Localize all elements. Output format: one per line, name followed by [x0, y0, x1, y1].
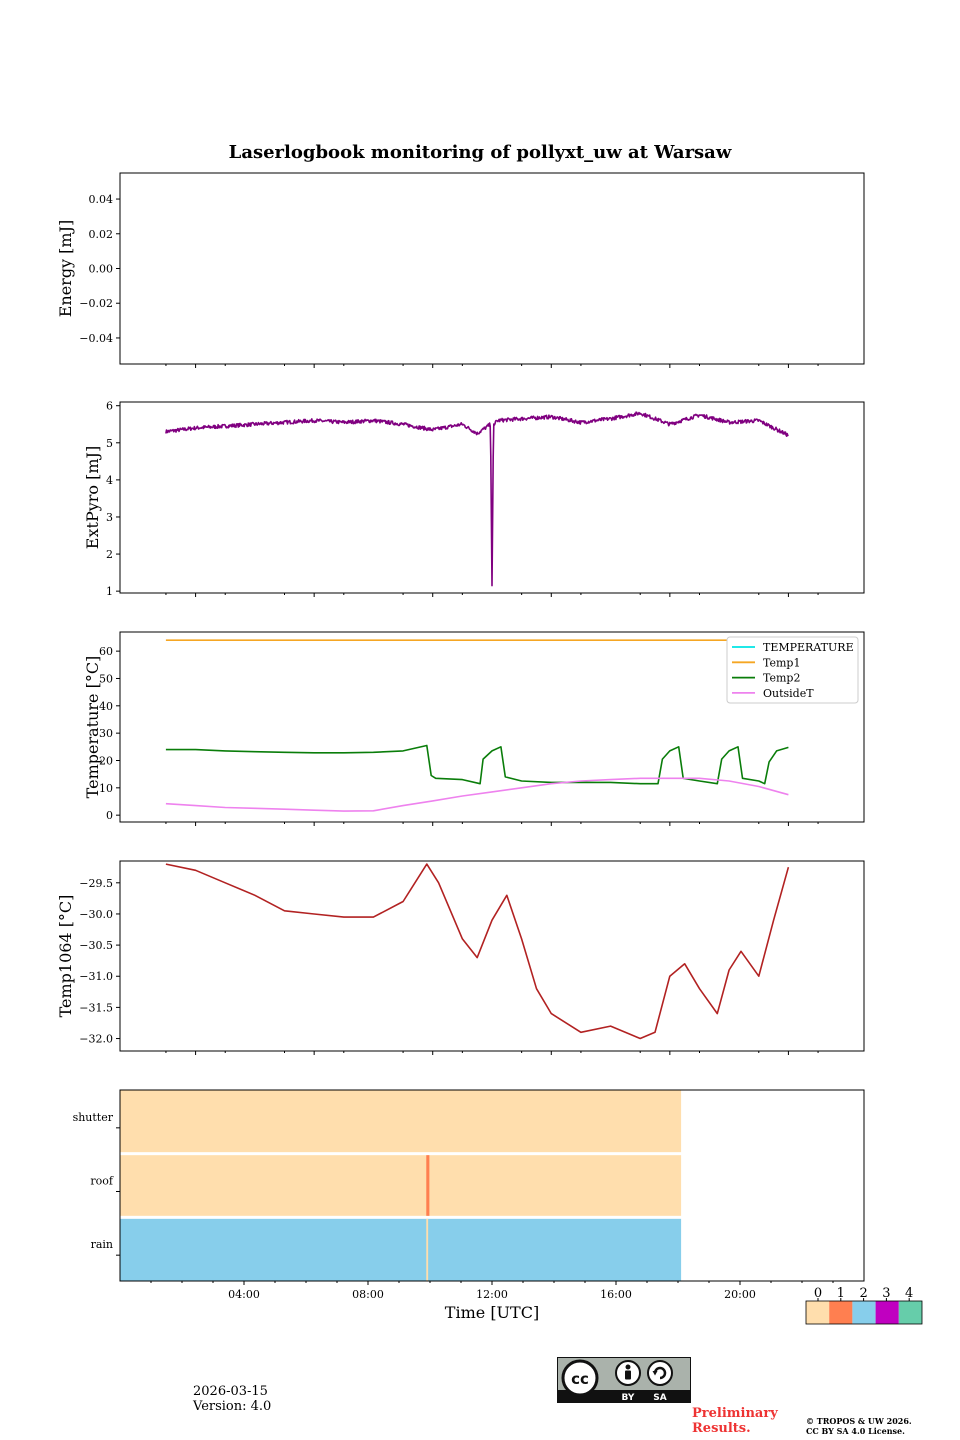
- footer-date: 2026-03-15: [193, 1384, 268, 1399]
- colorbar-label-1: 1: [837, 1286, 845, 1301]
- legend-label-temperature: TEMPERATURE: [763, 641, 854, 654]
- status-xtick-label: 16:00: [600, 1288, 632, 1301]
- extpyro-axes-frame: [119, 401, 865, 594]
- temperature-ytick-label: 50: [99, 672, 113, 685]
- status-xtick-label: 20:00: [724, 1288, 756, 1301]
- temperature-ylabel: Temperature [°C]: [83, 656, 102, 799]
- cc-text: cc: [571, 1370, 589, 1388]
- footer-version: Version: 4.0: [193, 1399, 272, 1414]
- preliminary-note: Preliminary Results.: [692, 1406, 778, 1436]
- energy-axes-frame: [119, 172, 865, 365]
- legend-label-outsidet: OutsideT: [763, 687, 814, 700]
- temp1064-ytick-label: −30.0: [79, 908, 113, 921]
- temp1064-series-temp1064: [165, 863, 790, 1040]
- colorbar-swatch-1: [829, 1301, 853, 1324]
- extpyro-ylabel: ExtPyro [mJ]: [83, 446, 102, 549]
- extpyro-ytick-label: 1: [106, 585, 113, 598]
- status-row-label-roof: roof: [90, 1175, 114, 1188]
- temp1064-axes-frame: [119, 860, 865, 1052]
- colorbar-swatch-3: [875, 1301, 899, 1324]
- sa-icon: [647, 1360, 673, 1386]
- colorbar-swatch-0: [806, 1301, 830, 1324]
- temp1064-ytick-label: −31.0: [79, 970, 113, 983]
- energy-ylabel: Energy [mJ]: [56, 220, 75, 318]
- preliminary-line: Preliminary: [692, 1406, 778, 1421]
- energy-ytick-label: 0.00: [89, 263, 114, 276]
- temperature-ytick-label: 10: [99, 782, 113, 795]
- extpyro-ytick-label: 2: [106, 548, 113, 561]
- energy-ytick-label: −0.02: [79, 297, 113, 310]
- copyright-line-1: © TROPOS & UW 2026.: [806, 1416, 912, 1426]
- colorbar-swatch-4: [898, 1301, 922, 1324]
- temperature-ytick-label: 60: [99, 645, 113, 658]
- extpyro-ytick-label: 6: [106, 400, 113, 413]
- legend-label-temp1: Temp1: [763, 656, 800, 669]
- extpyro-panel: 1 2 3 4 5 6 ExtPyro [mJ]: [83, 400, 865, 598]
- extpyro-ytick-label: 5: [106, 437, 113, 450]
- status-panel: shutter roof rain 04:00 08:00 12:00 16:00 20:00…: [73, 1089, 865, 1322]
- extpyro-series-extpyro: [165, 411, 789, 587]
- temp1064-ytick-label: −31.5: [79, 1001, 113, 1014]
- temperature-series-temp2: [165, 744, 789, 785]
- status-segment-rain: [426, 1218, 429, 1281]
- cc-by-sa-badge[interactable]: cc BY SA: [557, 1357, 691, 1403]
- energy-panel: 0.04 0.02 0.00 −0.02 −0.04 Energy [mJ]: [56, 172, 865, 368]
- copyright-line-2: CC BY SA 4.0 License.: [806, 1426, 905, 1436]
- energy-ytick-label: 0.04: [89, 193, 114, 206]
- temperature-ytick-label: 30: [99, 727, 113, 740]
- colorbar-label-0: 0: [814, 1286, 822, 1301]
- extpyro-ytick-label: 4: [106, 474, 113, 487]
- temperature-series-outsidet: [165, 777, 789, 812]
- energy-ytick-label: −0.04: [79, 332, 113, 345]
- temp1064-panel: −29.5 −30.0 −30.5 −31.0 −31.5 −32.0 Temp1064 […: [56, 860, 865, 1055]
- copyright-note: © TROPOS & UW 2026. CC BY SA 4.0 License…: [806, 1416, 912, 1436]
- status-xlabel: Time [UTC]: [445, 1303, 539, 1322]
- status-xtick-label: 12:00: [476, 1288, 508, 1301]
- colorbar-label-2: 2: [859, 1286, 867, 1301]
- status-row-label-shutter: shutter: [73, 1111, 114, 1124]
- legend-box: [726, 636, 859, 704]
- status-segment-roof: [120, 1155, 682, 1216]
- results-line: Results.: [692, 1421, 751, 1436]
- colorbar-label-3: 3: [882, 1286, 890, 1301]
- cc-icon: [561, 1359, 599, 1397]
- temperature-axes-frame: [119, 631, 865, 823]
- status-segment-shutter: [120, 1090, 682, 1153]
- sa-label: SA: [653, 1393, 666, 1403]
- colorbar-label-4: 4: [905, 1286, 913, 1301]
- temp1064-ytick-label: −32.0: [79, 1033, 113, 1046]
- figure-title: Laserlogbook monitoring of pollyxt_uw at…: [229, 142, 732, 163]
- temp1064-ylabel: Temp1064 [°C]: [56, 895, 75, 1018]
- status-xtick-label: 08:00: [352, 1288, 384, 1301]
- status-row-label-rain: rain: [91, 1238, 113, 1251]
- temperature-ytick-label: 20: [99, 754, 113, 767]
- colorbar-swatch-2: [852, 1301, 876, 1324]
- extpyro-ytick-label: 3: [106, 511, 113, 524]
- temp1064-ytick-label: −29.5: [79, 877, 113, 890]
- footer-info: 2026-03-15 Version: 4.0: [193, 1384, 271, 1414]
- by-label: BY: [622, 1393, 635, 1403]
- legend-label-temp2: Temp2: [763, 672, 800, 685]
- energy-ytick-label: 0.02: [89, 228, 114, 241]
- temp1064-ytick-label: −30.5: [79, 939, 113, 952]
- status-segment-rain: [120, 1218, 682, 1281]
- temperature-ytick-label: 0: [106, 809, 113, 822]
- status-segment-roof: [426, 1155, 430, 1216]
- temperature-ytick-label: 40: [99, 700, 113, 713]
- status-xtick-label: 04:00: [228, 1288, 260, 1301]
